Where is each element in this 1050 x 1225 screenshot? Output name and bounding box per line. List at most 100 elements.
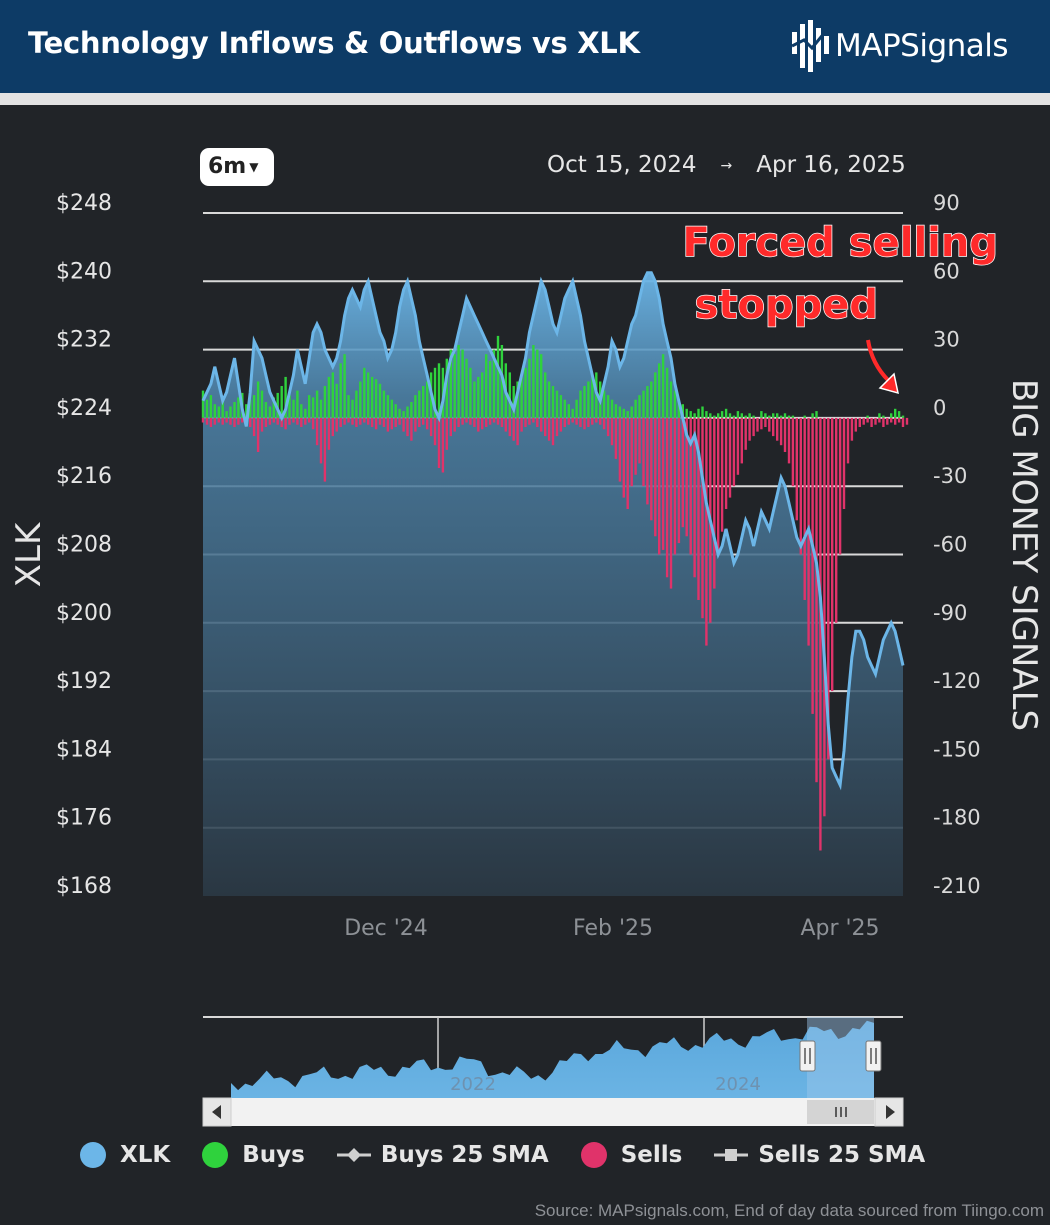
sells-bar [838, 417, 842, 555]
sells-bar [874, 417, 877, 425]
sells-bar [221, 417, 224, 425]
sells-bar [481, 417, 484, 430]
sells-bar [304, 417, 307, 425]
buys-bar [465, 358, 468, 418]
buys-bar [559, 395, 563, 418]
right-tick-label: 0 [933, 396, 946, 420]
sells-bar [905, 417, 909, 425]
buys-bar [308, 395, 311, 418]
sells-bar [453, 417, 456, 432]
legend-item-sells-sma[interactable]: Sells 25 SMA [714, 1142, 925, 1168]
legend-item-xlk[interactable]: XLK [80, 1142, 170, 1168]
buys-bar [591, 376, 594, 418]
navigator-handle-right[interactable] [865, 1040, 882, 1072]
buys-bar [709, 413, 712, 418]
buys-bar [669, 381, 673, 418]
buys-bar [331, 372, 334, 418]
navigator[interactable]: 2022 2024 [203, 1016, 903, 1098]
buys-bar [776, 413, 779, 418]
buys-bar [728, 413, 732, 418]
diamond-line-icon [336, 1148, 371, 1162]
sells-bar [866, 417, 869, 423]
left-tick-label: $176 [56, 806, 112, 831]
sells-bar [823, 417, 826, 817]
legend-label-sells: Sells [620, 1142, 683, 1168]
sells-bar [280, 417, 283, 427]
legend-label-buys: Buys [242, 1142, 305, 1168]
sells-bar [406, 417, 409, 437]
sells-bars [201, 417, 909, 851]
sells-bar [599, 417, 602, 425]
navigator-handle-left[interactable] [799, 1040, 816, 1072]
sells-bar [217, 417, 220, 423]
buys-bar [634, 399, 637, 418]
buys-bar [437, 363, 441, 418]
sells-bar [673, 417, 677, 555]
sells-bar [429, 417, 433, 437]
sells-bar [201, 417, 205, 423]
sells-bar [693, 417, 696, 578]
left-tick-label: $208 [56, 533, 112, 558]
sells-bar [787, 417, 791, 464]
buys-bar [485, 354, 488, 418]
legend-item-buys-sma[interactable]: Buys 25 SMA [336, 1142, 549, 1168]
buys-bar [363, 367, 366, 418]
sells-bar [386, 417, 390, 432]
sells-bar [638, 417, 641, 464]
sells-bar [488, 417, 492, 425]
buys-bar [567, 404, 570, 418]
buys-bar [268, 406, 272, 418]
sells-bar [827, 417, 830, 760]
left-tick-label: $168 [56, 874, 112, 899]
buys-bar [787, 415, 791, 418]
sells-bar [496, 417, 500, 425]
buys-bar [894, 408, 897, 418]
buys-bar [803, 415, 806, 418]
source-note: Source: MAPsignals.com, End of day data … [534, 1201, 1044, 1220]
sells-bar [901, 417, 905, 427]
buys-bar [370, 376, 374, 418]
right-tick-label: -120 [933, 669, 981, 693]
buys-bar [520, 376, 523, 418]
buys-bar [705, 411, 708, 418]
buys-bar [386, 395, 390, 418]
sells-bar [602, 417, 606, 430]
buys-bar [453, 354, 456, 418]
buys-bar [748, 413, 751, 418]
navigator-selection[interactable] [807, 1017, 874, 1098]
legend-item-buys[interactable]: Buys [202, 1142, 305, 1168]
navigator-year-label: 2024 [715, 1074, 761, 1095]
sells-bar [547, 417, 551, 441]
buys-bar [382, 390, 386, 418]
buys-bar [791, 415, 795, 418]
date-to[interactable]: Apr 16, 2025 [756, 152, 906, 178]
right-tick-label: -210 [933, 874, 981, 898]
sells-bar [559, 417, 563, 432]
legend-item-sells[interactable]: Sells [580, 1142, 683, 1168]
scroll-left-icon [212, 1105, 221, 1119]
sells-bar [878, 417, 881, 423]
buys-bar [665, 367, 669, 418]
sells-bar [772, 417, 775, 437]
scrollbar[interactable] [202, 1097, 904, 1127]
x-tick-label: Feb '25 [573, 916, 653, 941]
sells-bar [858, 417, 861, 427]
sells-bar [842, 417, 846, 509]
buys-bar [606, 395, 610, 418]
range-selector-button[interactable]: 6m ▼ [200, 148, 274, 186]
sells-bar [752, 417, 755, 437]
sells-bar [886, 417, 889, 425]
sells-bar [862, 417, 865, 425]
buys-bar [697, 408, 700, 418]
date-from[interactable]: Oct 15, 2024 [547, 152, 697, 178]
sells-bar [591, 417, 594, 425]
buys-bar [508, 372, 511, 418]
buys-bar [736, 411, 740, 418]
sells-bar [363, 417, 366, 423]
buys-bar [367, 372, 370, 418]
buys-bar [327, 376, 331, 418]
buys-bar [536, 349, 539, 418]
buys-bar [689, 411, 692, 418]
left-tick-label: $200 [56, 601, 112, 626]
sells-bar [331, 417, 334, 437]
